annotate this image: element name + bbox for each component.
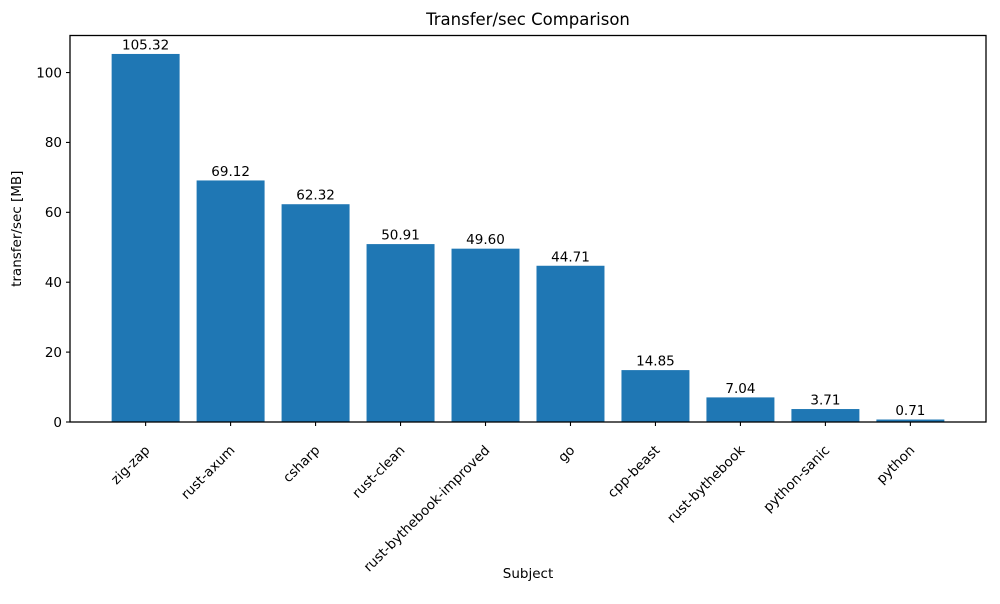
bar-value-label: 50.91 <box>381 228 420 244</box>
bar <box>536 265 605 422</box>
bar-value-label: 14.85 <box>636 354 675 370</box>
bar <box>111 53 180 422</box>
bar-value-label: 7.04 <box>725 381 755 397</box>
bar-value-label: 3.71 <box>810 393 840 409</box>
bar <box>366 244 435 422</box>
y-tick-label: 40 <box>45 275 62 291</box>
bar-value-label: 0.71 <box>895 403 925 419</box>
bar-value-label: 105.32 <box>122 37 169 53</box>
y-tick-label: 100 <box>36 65 62 81</box>
bar-value-label: 44.71 <box>551 249 590 265</box>
bar <box>451 248 520 422</box>
x-axis-label: Subject <box>503 566 553 582</box>
bar-value-label: 49.60 <box>466 232 505 248</box>
bar <box>621 370 690 422</box>
bar <box>196 180 265 422</box>
bar-value-label: 69.12 <box>211 164 250 180</box>
y-axis-label: transfer/sec [MB] <box>9 171 25 287</box>
bar <box>876 419 945 422</box>
y-tick-label: 80 <box>45 135 62 151</box>
y-tick-label: 20 <box>45 345 62 361</box>
bar <box>706 397 775 422</box>
plot-border <box>69 34 987 423</box>
chart-title: Transfer/sec Comparison <box>425 10 630 29</box>
bar-value-label: 62.32 <box>296 188 335 204</box>
bar <box>281 204 350 422</box>
bar <box>791 409 860 422</box>
y-tick-label: 0 <box>53 415 62 431</box>
y-tick-label: 60 <box>45 205 62 221</box>
